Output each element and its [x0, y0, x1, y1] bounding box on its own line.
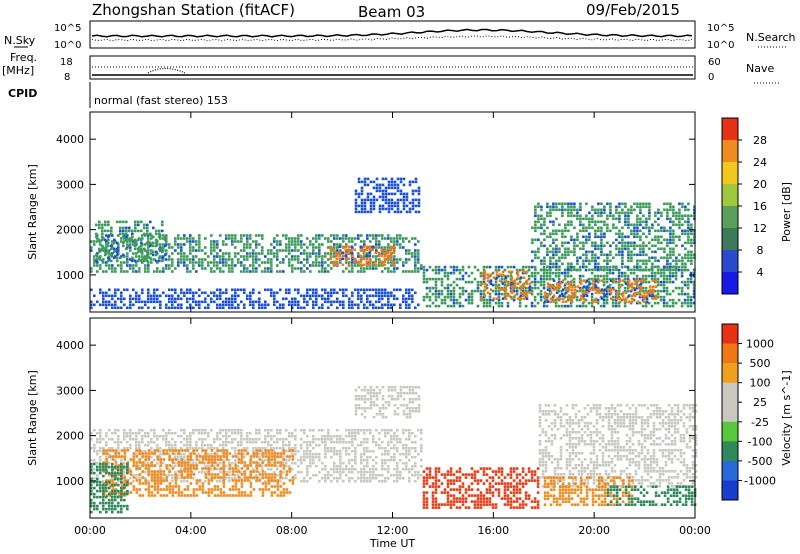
power-colorbar-label: 16 [753, 200, 767, 213]
power-region-1 [95, 220, 167, 263]
power-colorbar-label: 24 [753, 156, 767, 169]
date-title: 09/Feb/2015 [586, 1, 680, 19]
power-colorbar-label: 20 [753, 178, 767, 191]
velocity-colorbar-label: -100 [748, 435, 773, 448]
velocity-ytick-label: 4000 [56, 339, 84, 352]
power-colorbar-label: 4 [757, 266, 764, 279]
power-region-3 [354, 177, 421, 214]
velocity-colorbar-segment [722, 324, 738, 345]
velocity-region-4 [538, 404, 698, 488]
station-title: Zhongshan Station (fitACF) [92, 1, 295, 19]
nave-tick-bottom: 0 [708, 72, 714, 83]
velocity-xlabel: Time UT [369, 537, 415, 550]
beam-title: Beam 03 [358, 3, 425, 21]
velocity-colorbar-segment [722, 343, 738, 364]
power-region-2 [329, 245, 396, 267]
power-colorbar-title: Power [dB] [780, 182, 793, 242]
velocity-xtick-label: 00:00 [74, 524, 106, 537]
velocity-colorbar-label: 100 [750, 377, 771, 390]
velocity-xtick-label: 04:00 [175, 524, 207, 537]
velocity-xtick-label: 00:00 [679, 524, 711, 537]
nave-tick-top: 60 [708, 57, 721, 68]
cpid-label: CPID [8, 87, 37, 100]
freq-label-2: [MHz] [2, 64, 34, 77]
power-colorbar-label: 28 [753, 134, 767, 147]
nave-label: Nave [746, 62, 774, 75]
velocity-region-3 [422, 467, 540, 509]
velocity-colorbar-segment [722, 441, 738, 462]
velocity-colorbar-label: -500 [748, 455, 773, 468]
velocity-xtick-label: 08:00 [276, 524, 308, 537]
cpid-text: normal (fast stereo) 153 [94, 94, 228, 107]
power-colorbar-segment [722, 228, 738, 251]
velocity-ytick-label: 3000 [56, 384, 84, 397]
power-ytick-label: 4000 [56, 133, 84, 146]
velocity-ytick-label: 1000 [56, 475, 84, 488]
velocity-xtick-label: 20:00 [578, 524, 610, 537]
velocity-colorbar-segment [722, 480, 738, 501]
power-ytick-label: 3000 [56, 178, 84, 191]
velocity-xtick-label: 12:00 [377, 524, 409, 537]
power-region-0 [90, 234, 423, 273]
nsky-tick-top: 10^5 [54, 23, 81, 34]
nsearch-tick-bottom: 10^0 [707, 40, 734, 51]
power-colorbar-label: 12 [753, 222, 767, 235]
velocity-colorbar-label: -1000 [744, 474, 776, 487]
velocity-colorbar-segment [722, 363, 738, 384]
velocity-colorbar-segment [722, 460, 738, 481]
power-ytick-label: 2000 [56, 224, 84, 237]
power-region-6 [531, 202, 696, 272]
velocity-colorbar-label: 500 [750, 357, 771, 370]
power-colorbar-label: 8 [757, 244, 764, 257]
velocity-ylabel: Slant Range [km] [26, 370, 39, 466]
nsky-series [91, 28, 693, 38]
power-ytick-label: 1000 [56, 269, 84, 282]
nsky-panel-frame [89, 20, 696, 49]
velocity-colorbar-segment [722, 382, 738, 403]
freq-label-1: Freq. [10, 51, 37, 64]
power-colorbar-segment [722, 272, 738, 295]
velocity-panel: 4000 3000 2000 1000 00:00 04:00 08:00 12:00 16:0… [26, 317, 793, 550]
velocity-region-1 [102, 449, 295, 497]
freq-panel-frame [89, 55, 696, 80]
nsearch-tick-top: 10^5 [707, 23, 734, 34]
nave-dip [147, 67, 186, 74]
velocity-region-7 [90, 462, 129, 514]
power-region-5 [480, 270, 532, 300]
power-ylabel: Slant Range [km] [26, 164, 39, 260]
velocity-region-2 [354, 385, 421, 419]
velocity-colorbar-segment [722, 421, 738, 442]
power-colorbar-segment [722, 118, 738, 141]
velocity-ytick-label: 2000 [56, 430, 84, 443]
velocity-xtick-label: 16:00 [477, 524, 509, 537]
power-region-8 [90, 288, 420, 310]
power-colorbar-segment [722, 184, 738, 207]
power-colorbar-segment [722, 250, 738, 273]
power-colorbar-segment [722, 206, 738, 229]
nsky-label: N.Sky [4, 34, 36, 47]
velocity-colorbar-segment [722, 402, 738, 423]
power-colorbar-segment [722, 140, 738, 163]
power-colorbar-segment [722, 162, 738, 185]
velocity-colorbar-label: -25 [751, 416, 769, 429]
freq-tick-bottom: 8 [64, 72, 70, 83]
nsky-tick-bottom: 10^0 [54, 40, 81, 51]
velocity-colorbar-label: 25 [753, 396, 767, 409]
nsearch-series [91, 35, 693, 42]
power-panel: 4000 3000 2000 1000 Slant Range [km] 28 24 20 16… [26, 111, 793, 313]
power-region-7 [543, 279, 658, 303]
velocity-colorbar-frame [721, 323, 739, 501]
velocity-colorbar-label: 1000 [746, 338, 774, 351]
nsearch-label: N.Search [746, 31, 796, 44]
velocity-colorbar-title: Velocity [m s^-1] [780, 370, 793, 465]
freq-tick-top: 18 [60, 57, 73, 68]
